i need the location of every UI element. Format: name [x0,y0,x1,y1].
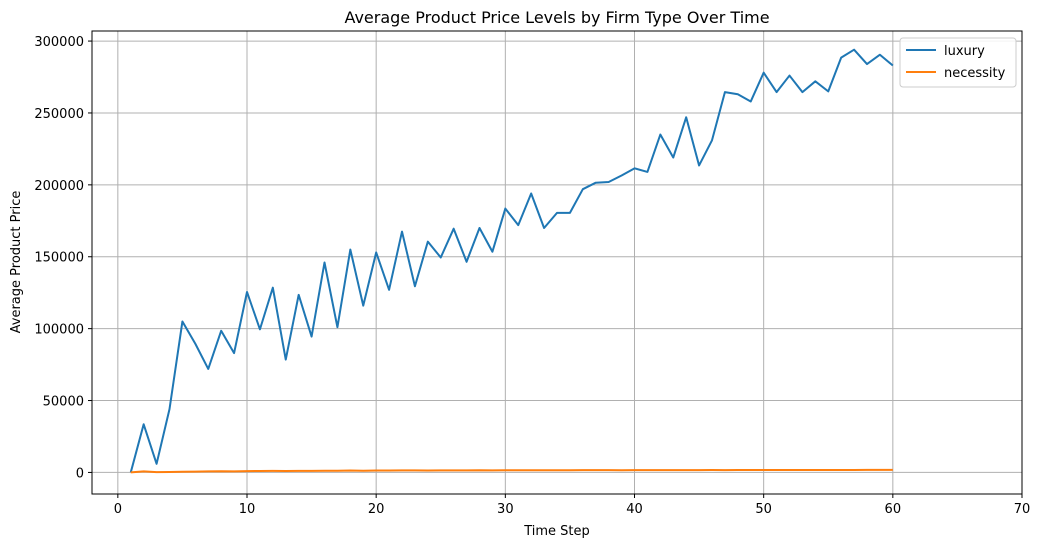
x-tick-label: 10 [239,502,256,517]
legend-label-luxury: luxury [944,44,985,59]
y-tick-label: 100000 [34,323,84,338]
plot-frame [91,30,1023,495]
y-axis-ticks: 0 50000 100000 150000 200000 250000 300000 [34,35,92,481]
y-tick-label: 250000 [34,107,84,122]
x-tick-label: 30 [497,502,514,517]
x-tick-label: 60 [885,502,902,517]
x-axis-ticks: 0 10 20 30 40 50 60 70 [114,494,1031,517]
x-tick-label: 20 [368,502,385,517]
y-tick-label: 0 [76,466,84,481]
y-tick-label: 150000 [34,251,84,266]
legend-label-necessity: necessity [944,66,1006,81]
grid [92,31,1023,494]
chart-title: Average Product Price Levels by Firm Typ… [344,8,769,27]
y-tick-label: 50000 [43,395,84,410]
x-tick-label: 40 [626,502,643,517]
y-tick-label: 200000 [34,179,84,194]
x-tick-label: 70 [1014,502,1031,517]
y-axis-label: Average Product Price [9,191,24,334]
y-tick-label: 300000 [34,35,84,50]
legend: luxury necessity [899,37,1017,88]
series-line-necessity [130,468,893,474]
series-line-luxury [129,48,894,473]
x-axis-label: Time Step [523,524,590,539]
x-tick-label: 50 [755,502,772,517]
series-lines [129,48,894,474]
x-tick-label: 0 [114,502,122,517]
